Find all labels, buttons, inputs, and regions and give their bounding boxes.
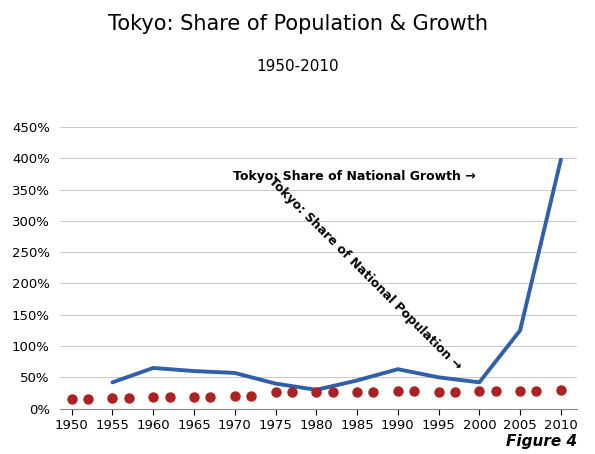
Text: Tokyo: Share of National Growth →: Tokyo: Share of National Growth → [233,170,476,183]
Text: 1950-2010: 1950-2010 [256,59,339,74]
Text: Tokyo: Share of National Population →: Tokyo: Share of National Population → [266,175,464,373]
Text: Tokyo: Share of Population & Growth: Tokyo: Share of Population & Growth [108,14,487,34]
Text: Figure 4: Figure 4 [506,434,577,449]
